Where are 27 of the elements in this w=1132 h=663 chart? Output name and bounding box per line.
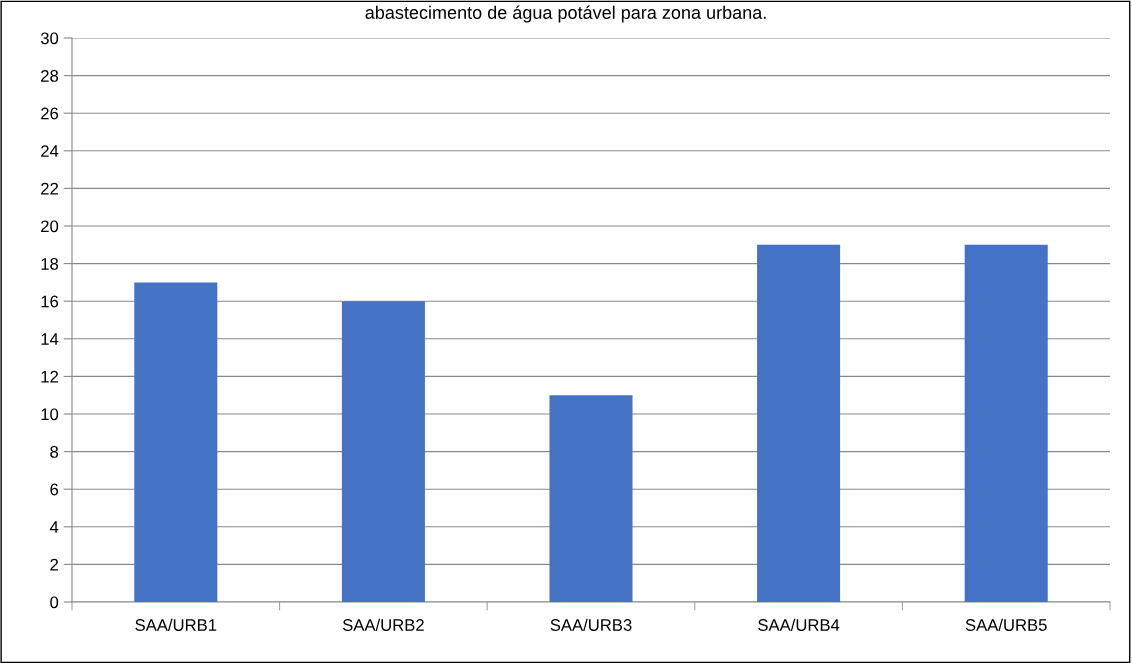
y-tick-label: 26 [41, 107, 59, 120]
y-tick-label: 0 [50, 596, 59, 609]
y-tick-label: 28 [41, 70, 59, 82]
x-tick-label: SAA/URB4 [758, 618, 840, 631]
y-tick-label: 10 [41, 408, 59, 421]
bar [341, 301, 425, 602]
y-tick-label: 20 [41, 220, 59, 233]
bar [964, 244, 1048, 602]
chart-title: abastecimento de água potável para zona urbana. [365, 5, 766, 23]
x-tick-label: SAA/URB3 [550, 618, 632, 631]
y-tick-label: 18 [41, 258, 59, 270]
x-tick-label: SAA/URB2 [342, 618, 424, 631]
y-tick-label: 22 [41, 182, 58, 195]
y-tick-label: 14 [41, 333, 59, 345]
y-tick-label: 6 [50, 483, 59, 496]
x-tick-label: SAA/URB5 [965, 618, 1047, 631]
bar [134, 282, 218, 602]
y-tick-label: 24 [41, 145, 59, 157]
y-tick-label: 16 [41, 295, 59, 308]
bar [549, 395, 633, 602]
bar [757, 244, 841, 602]
y-tick-label: 8 [50, 446, 59, 458]
x-tick-label: SAA/URB1 [135, 618, 217, 631]
y-tick-label: 4 [49, 521, 59, 533]
y-tick-label: 12 [41, 370, 58, 383]
y-tick-label: 30 [40, 32, 59, 45]
y-tick-label: 2 [50, 558, 58, 571]
